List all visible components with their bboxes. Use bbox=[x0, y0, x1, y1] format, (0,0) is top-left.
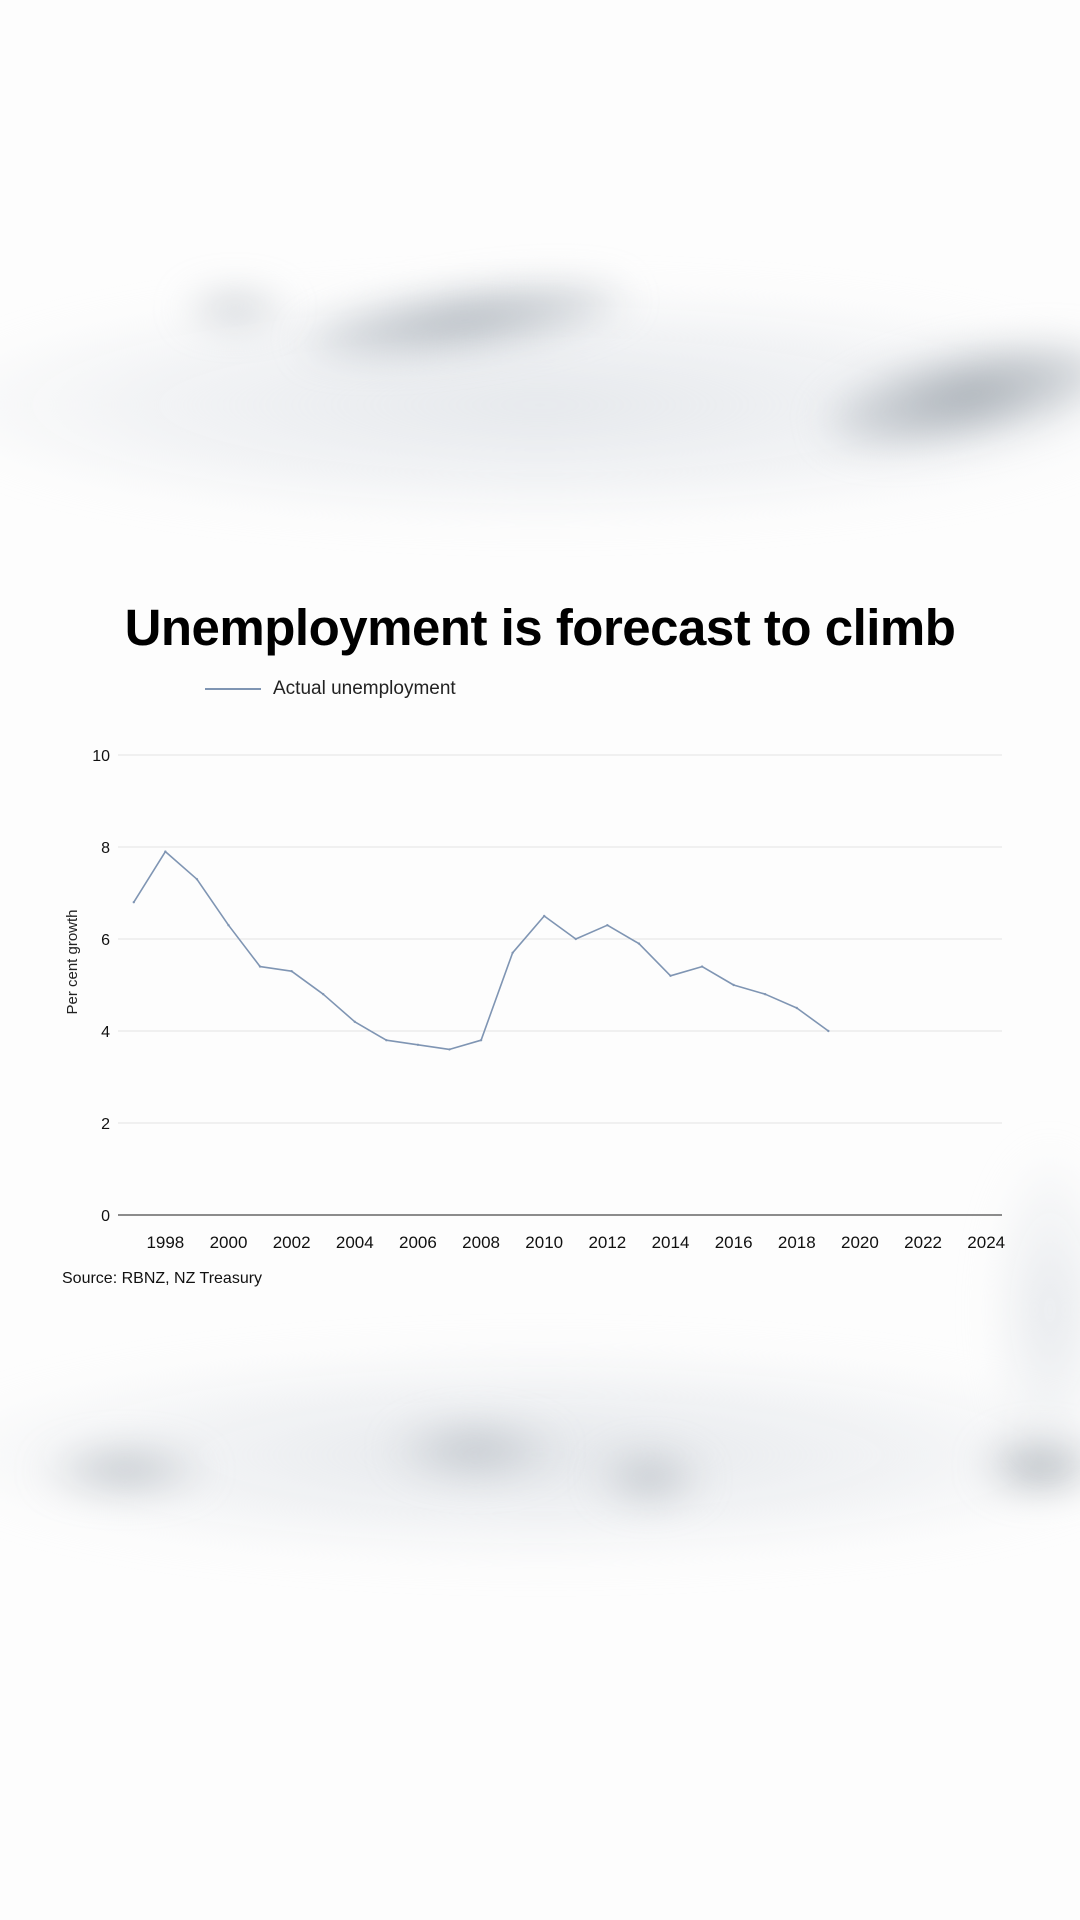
watercolor-cloud-bottom bbox=[390, 1420, 560, 1480]
chart-legend: Actual unemployment bbox=[205, 678, 456, 700]
chart-title: Unemployment is forecast to climb bbox=[124, 599, 956, 656]
x-tick-label: 2002 bbox=[273, 1233, 311, 1252]
y-tick-label: 6 bbox=[101, 932, 110, 949]
x-tick-label: 2004 bbox=[336, 1233, 374, 1252]
x-tick-label: 2014 bbox=[652, 1233, 690, 1252]
data-point bbox=[669, 974, 672, 977]
x-tick-label: 2016 bbox=[715, 1233, 753, 1252]
data-point bbox=[700, 965, 704, 968]
data-point bbox=[795, 1006, 798, 1010]
x-tick-label: 2020 bbox=[841, 1233, 879, 1252]
y-tick-label: 0 bbox=[101, 1208, 110, 1225]
source-note: Source: RBNZ, NZ Treasury bbox=[62, 1270, 263, 1287]
x-tick-label: 2012 bbox=[588, 1233, 626, 1252]
x-tick-label: 2022 bbox=[904, 1233, 942, 1252]
series-line-actual-unemployment bbox=[133, 850, 830, 1051]
data-point bbox=[195, 878, 199, 881]
x-tick-label: 2008 bbox=[462, 1233, 500, 1252]
watercolor-cloud-bottom bbox=[595, 1450, 705, 1505]
x-tick-label: 2018 bbox=[778, 1233, 816, 1252]
data-point bbox=[448, 1048, 451, 1051]
data-point bbox=[732, 983, 735, 987]
y-tick-label: 10 bbox=[92, 748, 110, 765]
data-point bbox=[511, 951, 514, 954]
legend-label: Actual unemployment bbox=[273, 678, 456, 699]
data-point bbox=[827, 1029, 830, 1033]
data-point bbox=[574, 937, 577, 941]
x-axis-ticks: 1998 2000 2002 2004 2006 2008 2010 2012 2014 2016… bbox=[146, 1233, 1005, 1252]
x-tick-label: 2000 bbox=[210, 1233, 248, 1252]
gridlines bbox=[118, 754, 1002, 1216]
x-tick-label: 2006 bbox=[399, 1233, 437, 1252]
data-point bbox=[353, 1020, 356, 1023]
y-axis-label: Per cent growth bbox=[64, 909, 81, 1014]
data-point bbox=[606, 924, 609, 927]
y-axis-ticks: 0 2 4 6 8 10 bbox=[92, 748, 110, 1225]
data-point bbox=[764, 993, 767, 996]
data-point bbox=[132, 901, 135, 904]
y-tick-label: 8 bbox=[101, 840, 110, 857]
legend-line-swatch bbox=[205, 688, 261, 690]
data-point bbox=[479, 1039, 483, 1042]
data-point bbox=[258, 965, 262, 968]
y-tick-label: 2 bbox=[101, 1116, 110, 1133]
data-point bbox=[637, 942, 641, 945]
data-point bbox=[416, 1043, 420, 1047]
series-layer bbox=[132, 850, 830, 1051]
data-point bbox=[164, 850, 167, 853]
data-point bbox=[385, 1039, 388, 1042]
x-tick-label: 1998 bbox=[146, 1233, 184, 1252]
x-tick-label: 2010 bbox=[525, 1233, 563, 1252]
y-tick-label: 4 bbox=[101, 1024, 110, 1041]
data-point bbox=[322, 993, 325, 996]
watercolor-cloud-bottom bbox=[40, 1445, 210, 1495]
watercolor-wash-side bbox=[990, 1150, 1080, 1470]
watercolor-cloud-top bbox=[180, 288, 290, 328]
data-point bbox=[227, 924, 230, 927]
data-point bbox=[543, 914, 546, 918]
data-point bbox=[290, 970, 293, 973]
